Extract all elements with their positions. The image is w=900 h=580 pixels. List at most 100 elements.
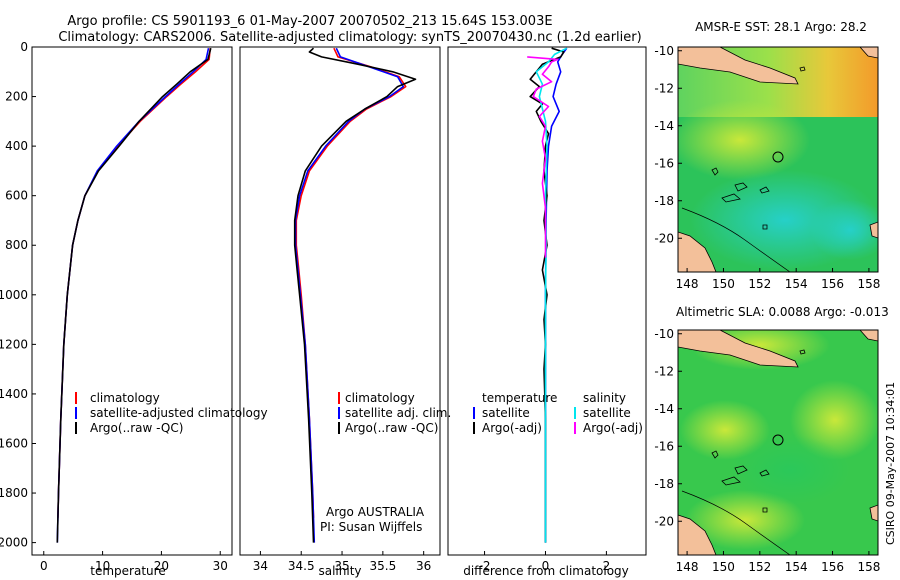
sst-map-lon-axis: 148 150 152 154 156 158 xyxy=(676,268,880,291)
x-tick-label: 35 xyxy=(334,559,349,573)
sst-map-frame xyxy=(677,46,879,273)
lon-tick-label: 158 xyxy=(857,277,880,291)
argo-float-marker xyxy=(772,434,784,446)
series-salinity-satellite xyxy=(535,47,568,543)
new-caledonia xyxy=(869,504,878,522)
lon-tick-label: 152 xyxy=(748,560,771,574)
sla-high-patch-west xyxy=(680,400,770,460)
y-tick-label: 1400 xyxy=(0,387,28,401)
x-tick-label: 34 xyxy=(253,559,268,573)
y-tick-label: 1200 xyxy=(0,337,28,351)
legend-satellite-label: satellite-adjusted climatology xyxy=(90,406,268,420)
sst-warm-patch xyxy=(678,100,810,180)
series-argo-raw-qc- xyxy=(56,47,212,543)
y-tick-label: 600 xyxy=(5,189,28,203)
sla-map-lon-axis: 148 150 152 154 156 158 xyxy=(676,551,880,574)
salinity-axes-frame xyxy=(239,46,441,556)
salinity-legend: climatology satellite adj. clim. Argo(..… xyxy=(338,391,451,435)
lon-tick-label: 150 xyxy=(712,277,735,291)
x-tick-label: 2 xyxy=(603,559,611,573)
temperature-panel: 0 200 400 600 800 1000 1200 1400 1600 1800 2000 0 1… xyxy=(0,40,268,578)
sla-low-patch xyxy=(730,435,850,505)
x-tick-label: 34.5 xyxy=(288,559,315,573)
argo-australia-note: Argo AUSTRALIA xyxy=(326,505,425,519)
legend-temp-argo-label: Argo(-adj) xyxy=(482,421,542,435)
temperature-legend: climatology satellite-adjusted climatolo… xyxy=(75,391,268,435)
lat-tick-label: -20 xyxy=(654,514,674,528)
papua-new-guinea-coast xyxy=(678,47,799,85)
lat-tick-label: -10 xyxy=(654,327,674,341)
y-tick-label: 1000 xyxy=(0,288,28,302)
difference-panel: -2 0 2 difference from climatology tempera… xyxy=(447,46,647,578)
papua-new-guinea-coast xyxy=(678,330,799,368)
difference-xlabel: difference from climatology xyxy=(463,564,629,578)
lat-tick-label: -10 xyxy=(654,44,674,58)
salinity-x-axis: 34 34.5 35 35.5 36 xyxy=(253,551,431,573)
temperature-xlabel: temperature xyxy=(90,564,165,578)
sst-map: 148 150 152 154 156 158 -10 -12 -14 -16 -18 -20 xyxy=(654,44,880,291)
salinity-xlabel: salinity xyxy=(318,564,361,578)
lon-tick-label: 148 xyxy=(676,560,699,574)
legend-sal-satellite-label: satellite xyxy=(583,406,631,420)
lat-tick-label: -18 xyxy=(654,477,674,491)
sst-cool-patch-east xyxy=(810,200,878,260)
reef-outline xyxy=(681,207,791,272)
legend-climatology-label: climatology xyxy=(345,391,415,405)
series-temperature-satellite xyxy=(544,47,568,543)
difference-legend: temperature salinity satellite Argo(-adj… xyxy=(473,391,643,435)
series-argo-raw-qc- xyxy=(293,47,417,543)
salinity-panel: 34 34.5 35 35.5 36 salinity climatology sate… xyxy=(239,46,451,578)
sla-map-lat-axis: -10 -12 -14 -16 -18 -20 xyxy=(654,327,682,528)
lon-tick-label: 150 xyxy=(712,560,735,574)
reef-outline xyxy=(681,490,791,555)
coral-sea-islands xyxy=(711,349,806,513)
x-tick-label: -2 xyxy=(479,559,491,573)
argo-float-marker xyxy=(772,151,784,163)
x-tick-label: 20 xyxy=(154,559,169,573)
x-tick-label: 35.5 xyxy=(369,559,396,573)
y-tick-label: 2000 xyxy=(0,536,28,550)
new-caledonia xyxy=(869,221,878,239)
coral-sea-islands xyxy=(711,66,806,230)
lon-tick-label: 158 xyxy=(857,560,880,574)
temperature-axes-frame xyxy=(31,46,233,556)
difference-axes-frame xyxy=(447,46,647,556)
series-salinity-argo-adj- xyxy=(527,56,559,258)
legend-argo-label: Argo(..raw -QC) xyxy=(90,421,183,435)
y-tick-label: 1800 xyxy=(0,486,28,500)
y-tick-label: 800 xyxy=(5,238,28,252)
islands-northeast xyxy=(859,47,878,59)
y-tick-label: 200 xyxy=(5,90,28,104)
legend-temp-satellite-label: satellite xyxy=(482,406,530,420)
temperature-x-axis: 0 10 20 30 xyxy=(40,551,228,573)
islands-northeast xyxy=(859,330,878,342)
legend-sal-argo-label: Argo(-adj) xyxy=(583,421,643,435)
lat-tick-label: -12 xyxy=(654,81,674,95)
lat-tick-label: -16 xyxy=(654,439,674,453)
lon-tick-label: 152 xyxy=(748,277,771,291)
legend-satellite-label: satellite adj. clim. xyxy=(345,406,451,420)
lat-tick-label: -18 xyxy=(654,194,674,208)
difference-x-axis: -2 0 2 xyxy=(479,551,611,573)
x-tick-label: 10 xyxy=(95,559,110,573)
australia-coast xyxy=(678,514,717,555)
map-sla-title: Altimetric SLA: 0.0088 Argo: -0.013 xyxy=(676,305,889,319)
lon-tick-label: 154 xyxy=(785,560,808,574)
lon-tick-label: 148 xyxy=(676,277,699,291)
legend-temperature-heading: temperature xyxy=(482,391,557,405)
australia-coast xyxy=(678,231,717,272)
y-tick-label: 400 xyxy=(5,139,28,153)
depth-axis: 0 200 400 600 800 1000 1200 1400 1600 1800 2000 xyxy=(0,40,36,550)
series-climatology xyxy=(57,48,211,518)
sla-map: 148 150 152 154 156 158 -10 -12 -14 -16 -18 -20 xyxy=(654,327,880,574)
y-tick-label: 0 xyxy=(20,40,28,54)
legend-salinity-heading: salinity xyxy=(583,391,626,405)
x-tick-label: 36 xyxy=(416,559,431,573)
sla-map-frame xyxy=(677,329,879,556)
lon-tick-label: 154 xyxy=(785,277,808,291)
series-temperature-argo-adj- xyxy=(529,47,565,543)
lon-tick-label: 156 xyxy=(821,560,844,574)
lat-tick-label: -16 xyxy=(654,156,674,170)
lat-tick-label: -20 xyxy=(654,231,674,245)
